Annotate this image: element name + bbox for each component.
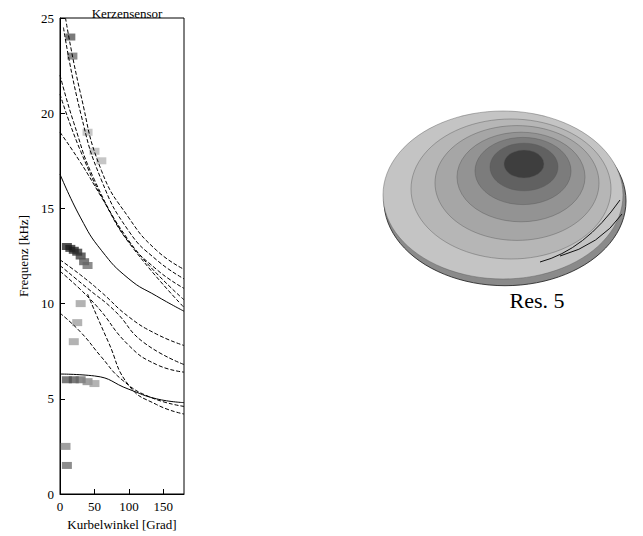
svg-text:50: 50	[88, 499, 101, 514]
svg-text:Kurbelwinkel [Grad]: Kurbelwinkel [Grad]	[67, 517, 176, 532]
svg-text:Res. 5: Res. 5	[510, 288, 565, 313]
svg-text:5: 5	[48, 391, 55, 406]
svg-text:15: 15	[41, 201, 54, 216]
svg-text:0: 0	[57, 499, 64, 514]
svg-text:Frequenz [kHz]: Frequenz [kHz]	[16, 215, 31, 297]
svg-text:150: 150	[154, 499, 174, 514]
svg-text:20: 20	[41, 106, 54, 121]
svg-text:0: 0	[48, 487, 55, 502]
svg-text:100: 100	[119, 499, 139, 514]
svg-text:25: 25	[41, 11, 54, 26]
svg-text:10: 10	[41, 296, 54, 311]
svg-text:Kerzensensor: Kerzensensor	[92, 6, 163, 21]
